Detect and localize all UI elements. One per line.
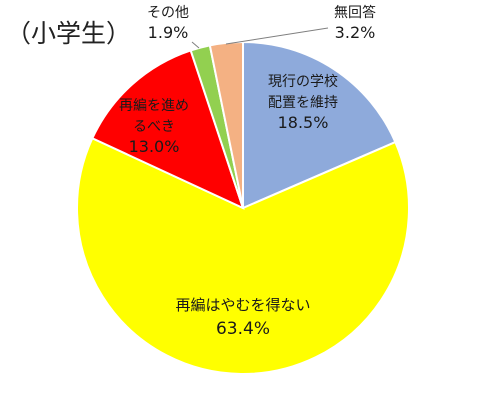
data-label-promote: 再編を進めるべき 13.0% [119,98,189,156]
pie-slice-unavoidable [76,136,410,375]
pie-slice-no-answer [208,40,244,209]
leader-line-no-answer [225,27,329,45]
data-label-other: その他 1.9% [147,5,189,42]
data-label-no-answer: 無回答 3.2% [334,4,376,42]
pie-slice-existing [242,40,397,210]
data-label-existing: 現行の学校配置を維持 18.5% [268,73,338,132]
leader-line-other [191,41,200,49]
chart-title: （小学生） [6,19,132,48]
pie-slice-promote [91,49,245,210]
data-label-unavoidable: 再編はやむを得ない 63.4% [175,296,310,339]
